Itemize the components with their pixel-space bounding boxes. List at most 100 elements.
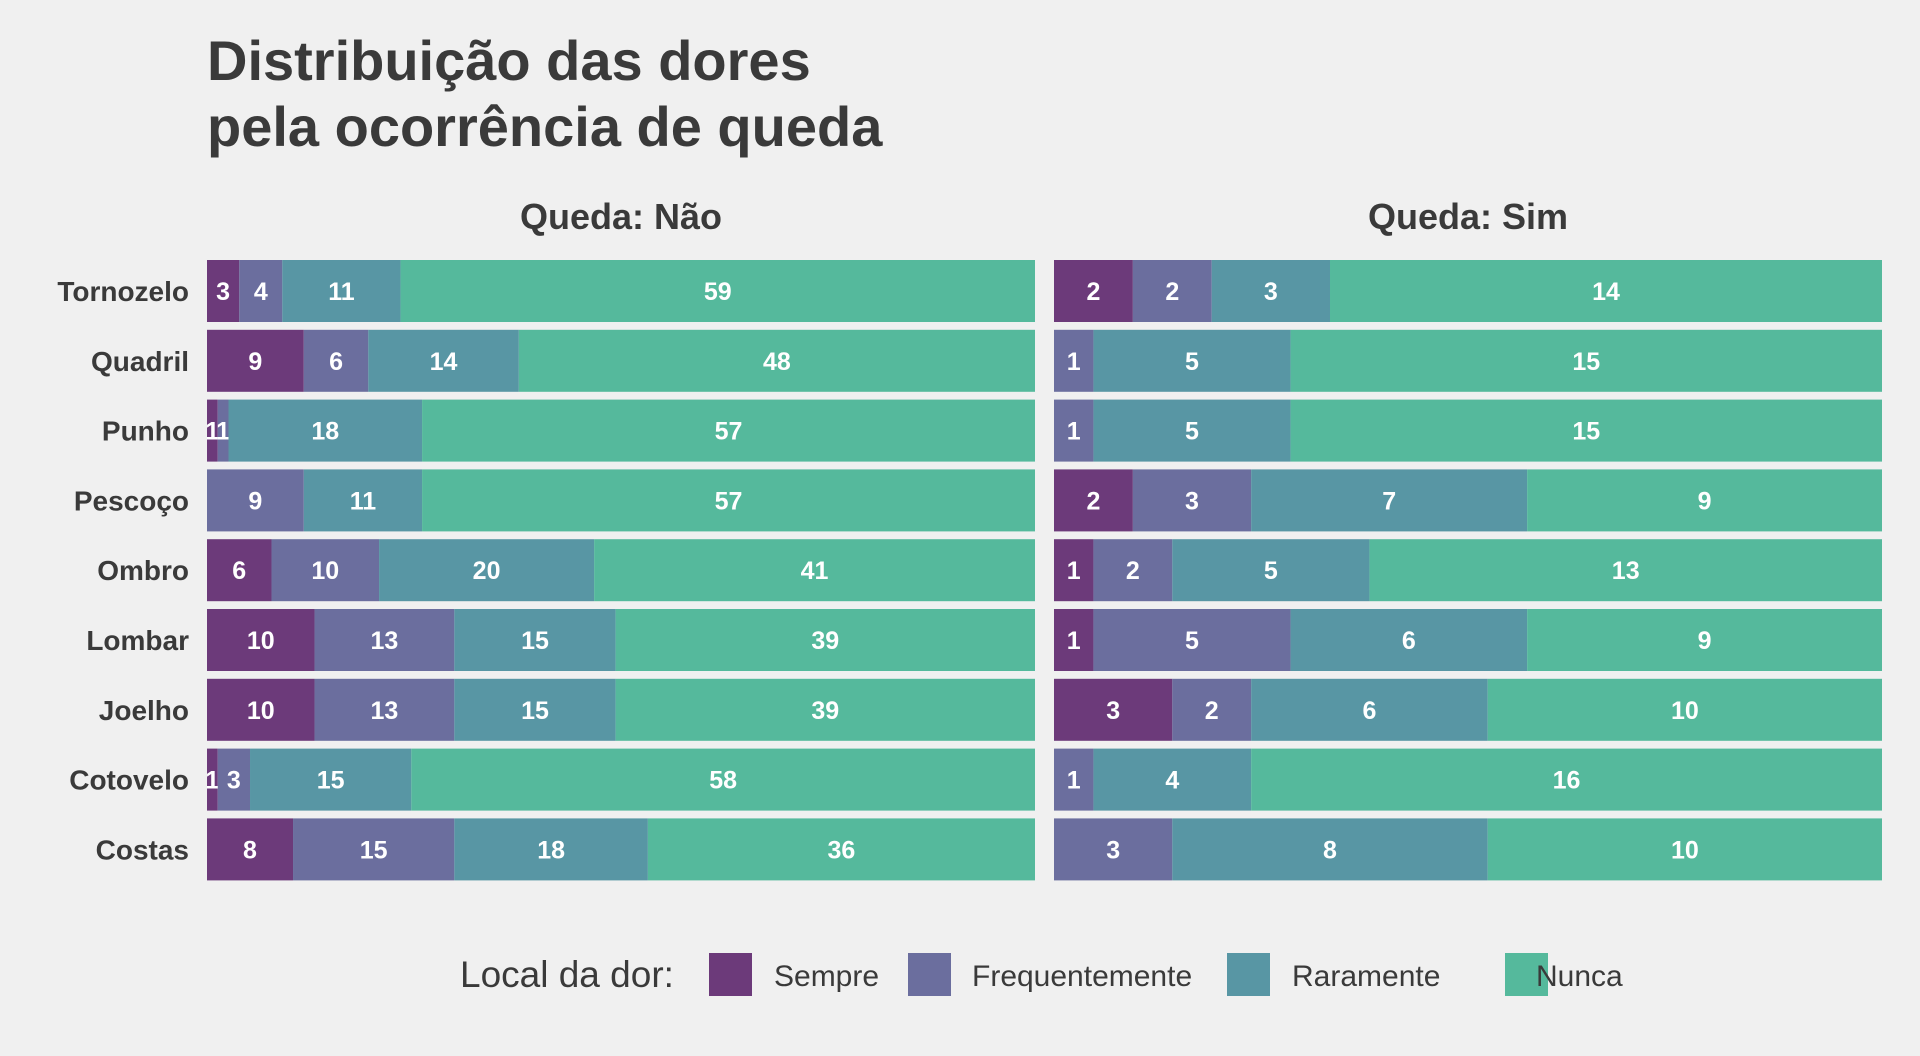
data-label: 1 (1067, 627, 1081, 655)
data-label: 2 (1165, 278, 1179, 306)
data-label: 9 (248, 348, 262, 376)
bar-segment (454, 678, 616, 741)
legend-label: Frequentemente (972, 960, 1192, 993)
data-label: 9 (248, 487, 262, 515)
bar-segment (1330, 260, 1882, 322)
bar-segment (1527, 469, 1882, 532)
panel-title: Queda: Não (520, 196, 722, 237)
bar-segment (207, 260, 240, 322)
data-label: 5 (1185, 627, 1199, 655)
bar-segment (314, 678, 455, 741)
bar-segment (207, 469, 304, 532)
data-label: 15 (1572, 418, 1600, 446)
y-tick-label: Punho (102, 416, 189, 447)
bar-segment (207, 818, 294, 881)
y-tick-label: Costas (96, 834, 189, 865)
bar-segment (1054, 329, 1094, 392)
data-label: 14 (430, 348, 458, 376)
bar-segment (1093, 609, 1291, 671)
data-label: 15 (360, 836, 388, 864)
bar-segment (1093, 329, 1291, 392)
data-label: 15 (521, 697, 549, 725)
bar-segment (1369, 539, 1882, 602)
bar-segment (1251, 469, 1528, 532)
chart-title-line-2: pela ocorrência de queda (207, 95, 883, 158)
bar-segment (1054, 609, 1094, 671)
bar-segment (314, 609, 455, 671)
bar-segment (1054, 818, 1173, 881)
data-label: 1 (1067, 557, 1081, 585)
bar-segment (217, 399, 229, 462)
data-label: 6 (1402, 627, 1416, 655)
data-label: 5 (1185, 348, 1199, 376)
data-label: 13 (371, 697, 399, 725)
data-label: 7 (1382, 487, 1396, 515)
data-label: 5 (1185, 418, 1199, 446)
data-label: 10 (247, 627, 275, 655)
legend: Local da dor: Sempre Frequentemente Raramen… (460, 953, 1623, 996)
bar-segment (1172, 818, 1488, 881)
panel-title: Queda: Sim (1368, 196, 1568, 237)
bar-segment (1132, 469, 1252, 532)
data-label: 9 (1698, 487, 1712, 515)
bar-segment (207, 609, 315, 671)
data-label: 3 (1185, 487, 1199, 515)
bar-segment (422, 469, 1035, 532)
data-label: 48 (763, 348, 791, 376)
data-label: 3 (1106, 836, 1120, 864)
y-tick-label: Cotovelo (69, 765, 189, 796)
bar-segment (1054, 678, 1173, 741)
data-label: 1 (1067, 418, 1081, 446)
data-label: 1 (1067, 767, 1081, 795)
data-label: 11 (350, 487, 377, 515)
data-label: 1 (216, 418, 230, 446)
bar-segment (411, 748, 1036, 811)
bar-segment (303, 469, 423, 532)
bar-segment (1054, 260, 1133, 322)
data-label: 10 (1671, 836, 1699, 864)
legend-label: Raramente (1292, 960, 1440, 993)
y-tick-label: Joelho (99, 695, 189, 726)
bar-segment (1054, 539, 1094, 602)
data-label: 10 (247, 697, 275, 725)
bar-segment (454, 818, 648, 881)
data-label: 18 (537, 836, 565, 864)
data-label: 2 (1126, 557, 1140, 585)
bar-segment (1211, 260, 1330, 322)
y-tick-label: Tornozelo (57, 276, 189, 307)
legend-title: Local da dor: (460, 954, 674, 995)
bar-segment (207, 748, 218, 811)
data-label: 1 (205, 418, 219, 446)
bar-segment (368, 329, 519, 392)
data-label: 4 (1165, 767, 1179, 795)
data-label: 41 (801, 557, 829, 585)
data-label: 39 (811, 697, 839, 725)
data-label: 15 (317, 767, 345, 795)
bar-segment (1527, 609, 1882, 671)
data-label: 6 (329, 348, 343, 376)
data-label: 15 (521, 627, 549, 655)
bar-segment (1487, 678, 1882, 741)
data-label: 6 (232, 557, 246, 585)
data-label: 14 (1592, 278, 1620, 306)
data-label: 1 (1067, 348, 1081, 376)
plot-area: Tornozelo Quadril Punho Pescoço Ombro Lombar J… (57, 196, 1882, 881)
legend-label: Nunca (1536, 960, 1623, 993)
data-label: 1 (205, 767, 219, 795)
data-label: 59 (704, 278, 732, 306)
data-label: 3 (216, 278, 230, 306)
y-tick-label: Pescoço (74, 485, 189, 516)
data-label: 10 (1671, 697, 1699, 725)
bar-segment (271, 539, 380, 602)
data-label: 39 (811, 627, 839, 655)
bar-segment (1251, 748, 1882, 811)
bar-segment (250, 748, 412, 811)
bar-segment (422, 399, 1035, 462)
legend-key (908, 953, 951, 996)
data-label: 3 (227, 767, 241, 795)
bar-segment (1251, 678, 1488, 741)
bar-segment (1290, 609, 1528, 671)
bar-segment (207, 678, 315, 741)
data-label: 2 (1205, 697, 1219, 725)
data-label: 5 (1264, 557, 1278, 585)
